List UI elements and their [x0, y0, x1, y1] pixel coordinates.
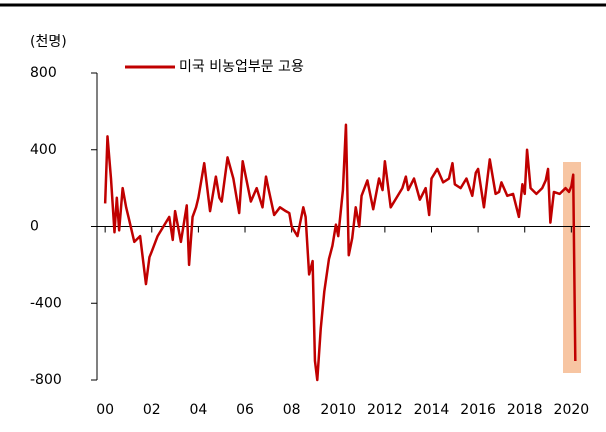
- x-tick-label: 04: [189, 402, 207, 418]
- x-tick-label: 2012: [367, 402, 403, 418]
- y-tick-label: -400: [30, 295, 62, 311]
- x-tick-label: 06: [236, 402, 254, 418]
- x-tick-label: 02: [143, 402, 161, 418]
- y-tick-label: 800: [30, 65, 57, 81]
- data-line: [103, 123, 577, 382]
- x-tick-label: 00: [96, 402, 114, 418]
- y-tick-label: 0: [30, 219, 39, 235]
- legend-label: 미국 비농업부문 고용: [179, 59, 304, 75]
- x-tick-label: 2018: [507, 402, 543, 418]
- unit-label: (천명): [30, 34, 67, 50]
- x-tick-label: 2010: [320, 402, 356, 418]
- y-tick-label: -800: [30, 372, 62, 388]
- x-tick-label: 2016: [460, 402, 496, 418]
- x-tick-label: 2020: [554, 402, 590, 418]
- highlight-box: [563, 162, 581, 373]
- y-tick-label: 400: [30, 142, 57, 158]
- x-tick-label: 2014: [414, 402, 450, 418]
- x-tick-label: 08: [283, 402, 301, 418]
